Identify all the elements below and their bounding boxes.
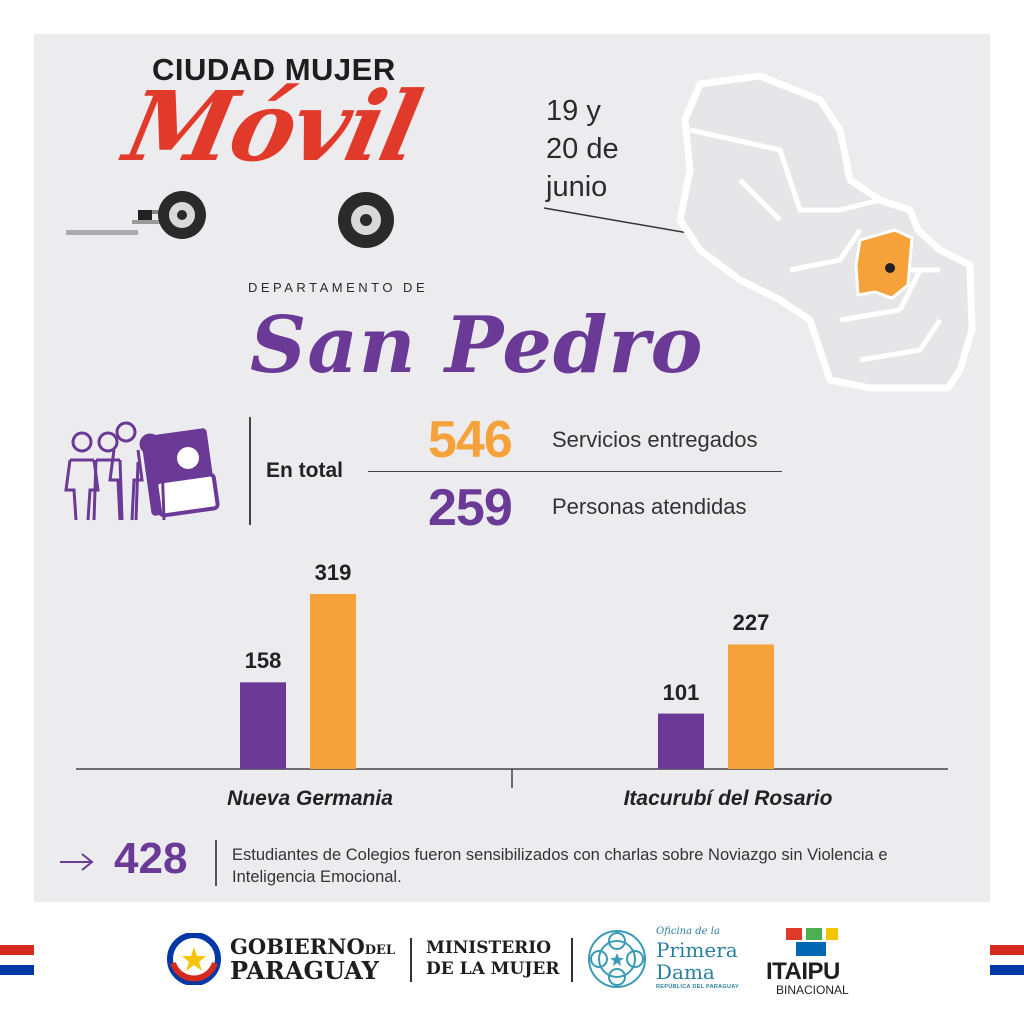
brand-script-word: Móvil — [115, 70, 430, 183]
vehicle-wheels-icon — [66, 191, 394, 248]
category-label-1: Itacurubí del Rosario — [623, 787, 833, 810]
primera-label: Primera — [656, 938, 738, 962]
bar-1-1 — [728, 644, 774, 769]
oficina-label: Oficina de la — [656, 926, 720, 937]
binacional-label: BINACIONAL — [776, 983, 849, 997]
ministerio-line2: DE LA MUJER — [426, 959, 560, 979]
gobierno-logo-line2: PARAGUAY — [230, 956, 379, 985]
dama-label: Dama — [656, 960, 715, 984]
bar-chart — [76, 594, 948, 788]
brand-title-part2: MUJER — [284, 52, 396, 87]
gobierno-logo-line1: GOBIERNODEL — [230, 934, 395, 959]
services-value: 546 — [428, 411, 513, 469]
bar-1-0 — [658, 713, 704, 769]
flag-left — [0, 945, 34, 975]
gobierno-del: DEL — [364, 943, 396, 958]
students-description: Estudiantes de Colegios fueron sensibili… — [232, 846, 888, 886]
bar-value-label-1-0: 101 — [662, 679, 700, 705]
flag-right — [990, 945, 1024, 975]
gobierno-seal-icon — [167, 933, 221, 985]
arrow-right-icon — [60, 853, 94, 871]
logo-divider-2 — [571, 938, 573, 982]
students-value: 428 — [114, 834, 188, 883]
bar-value-label-0-1: 319 — [314, 560, 352, 585]
department-prefix: DEPARTAMENTO DE — [248, 280, 429, 295]
paraguay-map-icon — [543, 72, 976, 392]
totals-divider — [249, 417, 251, 525]
people-value: 259 — [428, 479, 513, 537]
people-id-card-icon — [64, 421, 220, 521]
brand-title-part1: CIUDAD — [152, 52, 276, 87]
republica-label: REPÚBLICA DEL PARAGUAY — [656, 984, 739, 990]
footer-divider — [215, 840, 217, 886]
totals-label: En total — [266, 459, 343, 482]
department-name: San Pedro — [250, 300, 704, 391]
category-label-0: Nueva Germania — [227, 787, 393, 810]
bar-0-0 — [240, 682, 286, 769]
people-label: Personas atendidas — [552, 494, 747, 519]
gobierno-word: GOBIERNO — [230, 934, 365, 959]
logo-divider-1 — [410, 938, 412, 982]
itaipu-label: ITAIPU — [766, 958, 840, 985]
ministerio-line1: MINISTERIO — [426, 938, 552, 958]
brand-title: CIUDAD MUJER — [152, 52, 396, 88]
itaipu-logo-icon — [786, 928, 838, 956]
services-label: Servicios entregados — [552, 427, 758, 452]
primera-dama-emblem-icon — [588, 930, 646, 988]
totals-separator — [368, 471, 782, 472]
event-date: 19 y 20 de junio — [546, 95, 619, 203]
bar-value-label-1-1: 227 — [732, 610, 770, 636]
bar-0-1 — [310, 594, 356, 769]
bar-value-label-0-0: 158 — [244, 648, 282, 674]
